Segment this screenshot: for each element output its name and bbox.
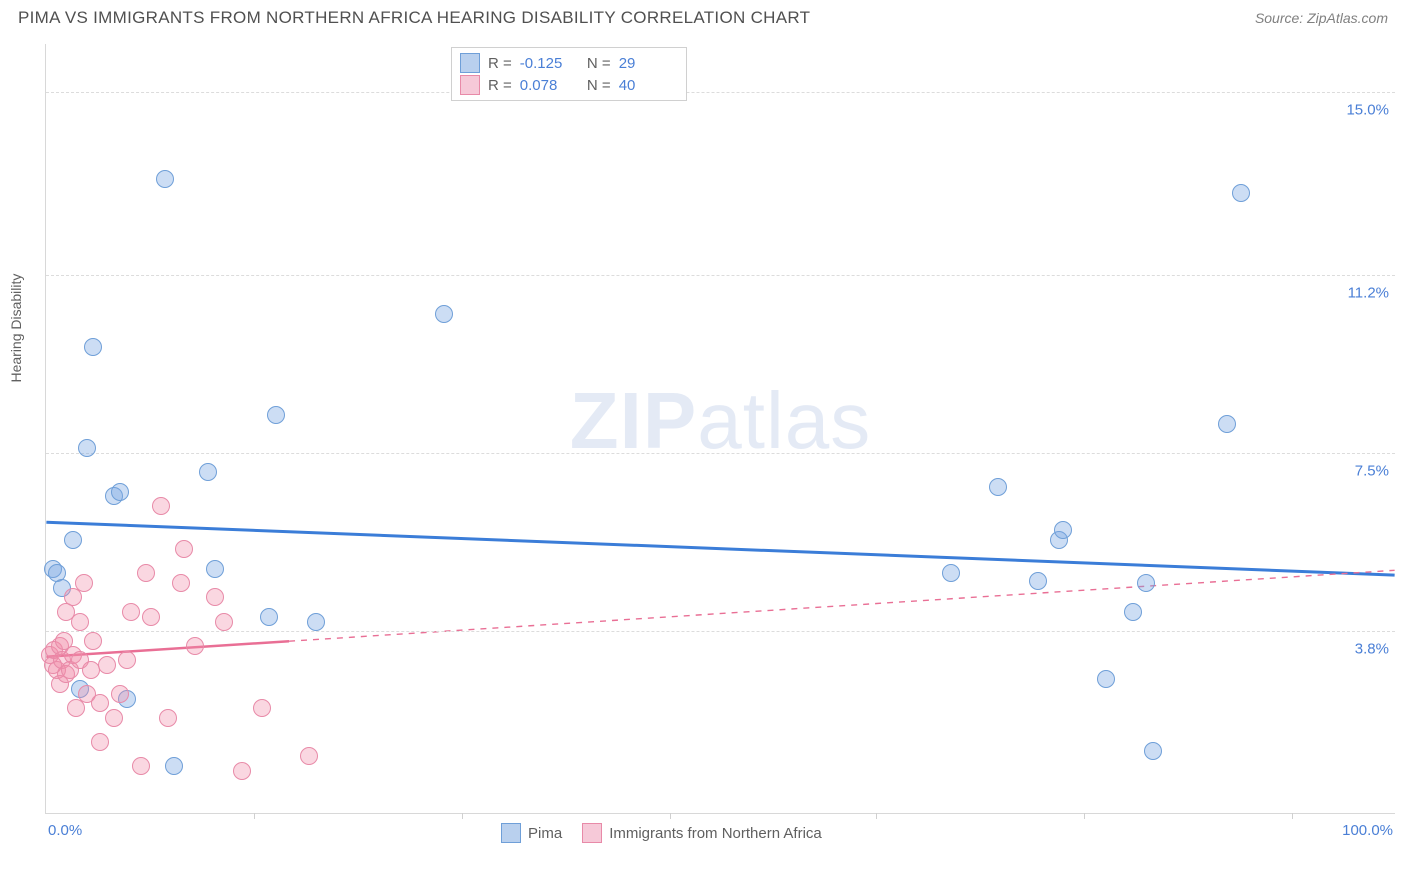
stat-r-label: R = <box>488 77 512 94</box>
y-axis-label: Hearing Disability <box>8 273 24 382</box>
stat-n-value: 29 <box>619 55 674 72</box>
legend-swatch <box>501 823 521 843</box>
series-legend: Pima Immigrants from Northern Africa <box>501 823 822 843</box>
data-point <box>84 338 102 356</box>
trend-lines <box>46 44 1395 813</box>
gridline <box>46 275 1395 276</box>
data-point <box>156 170 174 188</box>
data-point <box>118 651 136 669</box>
y-tick-label: 7.5% <box>1355 463 1389 480</box>
data-point <box>1232 184 1250 202</box>
data-point <box>1144 742 1162 760</box>
stat-n-value: 40 <box>619 77 674 94</box>
x-tick-label: 100.0% <box>1342 822 1393 839</box>
data-point <box>260 608 278 626</box>
data-point <box>307 613 325 631</box>
data-point <box>64 531 82 549</box>
data-point <box>215 613 233 631</box>
series-name: Pima <box>528 825 562 842</box>
data-point <box>75 574 93 592</box>
data-point <box>78 439 96 457</box>
data-point <box>989 478 1007 496</box>
source-credit: Source: ZipAtlas.com <box>1255 10 1388 26</box>
data-point <box>1097 670 1115 688</box>
data-point <box>84 632 102 650</box>
stats-legend: R = -0.125 N = 29 R = 0.078 N = 40 <box>451 47 687 101</box>
header: PIMA VS IMMIGRANTS FROM NORTHERN AFRICA … <box>0 0 1406 34</box>
legend-swatch <box>582 823 602 843</box>
y-tick-label: 11.2% <box>1348 285 1389 302</box>
x-tick-label: 0.0% <box>48 822 82 839</box>
x-tick <box>462 813 463 819</box>
data-point <box>172 574 190 592</box>
stat-r-value: 0.078 <box>520 77 575 94</box>
data-point <box>91 694 109 712</box>
data-point <box>105 709 123 727</box>
stat-r-value: -0.125 <box>520 55 575 72</box>
data-point <box>122 603 140 621</box>
x-tick <box>254 813 255 819</box>
data-point <box>152 497 170 515</box>
legend-swatch <box>460 75 480 95</box>
data-point <box>267 406 285 424</box>
data-point <box>91 733 109 751</box>
data-point <box>1054 521 1072 539</box>
x-tick <box>1084 813 1085 819</box>
page-title: PIMA VS IMMIGRANTS FROM NORTHERN AFRICA … <box>18 8 810 28</box>
series-legend-item: Immigrants from Northern Africa <box>582 823 822 843</box>
data-point <box>159 709 177 727</box>
legend-swatch <box>460 53 480 73</box>
trend-line-solid <box>46 522 1394 575</box>
stat-legend-row: R = 0.078 N = 40 <box>460 74 674 96</box>
data-point <box>942 564 960 582</box>
data-point <box>300 747 318 765</box>
series-legend-item: Pima <box>501 823 562 843</box>
data-point <box>137 564 155 582</box>
data-point <box>206 588 224 606</box>
data-point <box>132 757 150 775</box>
gridline <box>46 453 1395 454</box>
data-point <box>1137 574 1155 592</box>
stat-n-label: N = <box>583 55 611 72</box>
data-point <box>165 757 183 775</box>
gridline <box>46 631 1395 632</box>
data-point <box>175 540 193 558</box>
stat-legend-row: R = -0.125 N = 29 <box>460 52 674 74</box>
data-point <box>142 608 160 626</box>
data-point <box>71 613 89 631</box>
gridline <box>46 92 1395 93</box>
data-point <box>233 762 251 780</box>
x-tick <box>1292 813 1293 819</box>
data-point <box>199 463 217 481</box>
x-tick <box>670 813 671 819</box>
data-point <box>111 685 129 703</box>
series-name: Immigrants from Northern Africa <box>609 825 822 842</box>
data-point <box>111 483 129 501</box>
data-point <box>1218 415 1236 433</box>
data-point <box>98 656 116 674</box>
x-tick <box>876 813 877 819</box>
data-point <box>253 699 271 717</box>
plot-area: 3.8%7.5%11.2%15.0%0.0%100.0% <box>46 44 1395 813</box>
data-point <box>435 305 453 323</box>
y-tick-label: 15.0% <box>1346 102 1389 119</box>
data-point <box>1124 603 1142 621</box>
stat-r-label: R = <box>488 55 512 72</box>
scatter-chart: Hearing Disability ZIPatlas 3.8%7.5%11.2… <box>45 44 1395 814</box>
data-point <box>186 637 204 655</box>
y-tick-label: 3.8% <box>1355 641 1389 658</box>
data-point <box>1029 572 1047 590</box>
data-point <box>206 560 224 578</box>
stat-n-label: N = <box>583 77 611 94</box>
